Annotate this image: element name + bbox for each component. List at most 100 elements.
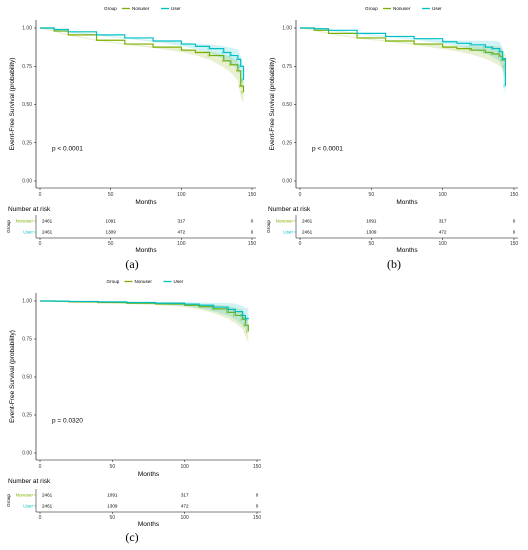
p-value-annotation: p = 0.0320 xyxy=(52,418,83,425)
y-tick-label: 0.25 xyxy=(282,140,292,146)
y-tick-label: 1.00 xyxy=(22,26,32,32)
risk-x-tick-label: 0 xyxy=(39,515,42,521)
risk-x-tick-label: 50 xyxy=(369,241,375,247)
risk-count: 2461 xyxy=(302,230,313,235)
legend-title: Group xyxy=(104,6,117,11)
legend-label-nonuser: Nonuser xyxy=(132,6,150,11)
p-value-annotation: p < 0.0001 xyxy=(52,145,83,152)
y-tick-label: 0.75 xyxy=(282,64,292,70)
y-tick-label: 0.00 xyxy=(22,179,32,185)
ci-band-user xyxy=(40,301,249,331)
y-tick-label: 0.50 xyxy=(22,375,32,381)
risk-count: 1091 xyxy=(106,219,117,224)
risk-x-tick-label: 100 xyxy=(177,241,186,247)
risk-x-axis-label: Months xyxy=(135,247,157,254)
x-axis-label: Months xyxy=(135,199,157,206)
y-tick-label: 0.25 xyxy=(22,140,32,146)
risk-table-ylabel: Group xyxy=(6,220,11,233)
risk-row-label-nonuser: Nonuser xyxy=(276,219,294,224)
legend-label-nonuser: Nonuser xyxy=(135,279,153,284)
risk-x-tick-label: 100 xyxy=(438,241,447,247)
risk-table-title: Number at risk xyxy=(8,206,51,213)
y-tick-label: 1.00 xyxy=(22,299,32,305)
x-tick-label: 50 xyxy=(110,464,116,470)
risk-table-ylabel: Group xyxy=(266,220,271,233)
survival-curve-user xyxy=(40,27,245,81)
risk-x-tick-label: 150 xyxy=(510,241,519,247)
legend: Group Nonuser User xyxy=(104,6,181,11)
chart-panel-1: Group Nonuser User 0.00 0.25 0.50 0.75 1.00 0 50 1… xyxy=(266,6,518,271)
risk-x-tick-label: 50 xyxy=(108,241,114,247)
risk-count: 2461 xyxy=(42,504,53,509)
risk-table-title: Number at risk xyxy=(268,206,311,213)
risk-count: 317 xyxy=(439,219,447,224)
survival-curve-nonuser xyxy=(40,27,245,93)
risk-row-label-user: User xyxy=(23,230,33,235)
risk-x-tick-label: 150 xyxy=(248,241,257,247)
x-tick-label: 0 xyxy=(39,464,42,470)
x-tick-label: 50 xyxy=(369,192,375,198)
risk-count: 2461 xyxy=(42,219,53,224)
y-tick-label: 0.50 xyxy=(282,102,292,108)
x-tick-label: 150 xyxy=(248,192,257,198)
risk-row-label-nonuser: Nonuser xyxy=(16,493,34,498)
risk-count: 472 xyxy=(439,230,447,235)
legend-label-user: User xyxy=(174,279,184,284)
risk-count: 0 xyxy=(256,493,259,498)
risk-x-tick-label: 0 xyxy=(299,241,302,247)
ci-band-user xyxy=(300,28,506,98)
x-axis-label: Months xyxy=(138,471,160,478)
legend: Group Nonuser User xyxy=(107,279,184,284)
risk-count: 0 xyxy=(256,504,259,509)
panel-label: (c) xyxy=(125,530,138,544)
y-tick-label: 0.75 xyxy=(22,64,32,70)
risk-count: 0 xyxy=(513,230,516,235)
legend-label-user: User xyxy=(171,6,181,11)
legend-label-user: User xyxy=(432,6,442,11)
y-tick-label: 0.25 xyxy=(22,413,32,419)
y-tick-label: 0.00 xyxy=(22,451,32,457)
risk-x-tick-label: 50 xyxy=(110,515,116,521)
risk-count: 0 xyxy=(513,219,516,224)
risk-count: 1309 xyxy=(106,230,117,235)
x-tick-label: 100 xyxy=(177,192,186,198)
y-tick-label: 0.75 xyxy=(22,337,32,343)
risk-x-axis-label: Months xyxy=(396,247,418,254)
legend: Group Nonuser User xyxy=(365,6,442,11)
x-tick-label: 0 xyxy=(299,192,302,198)
legend-title: Group xyxy=(107,279,120,284)
legend-title: Group xyxy=(365,6,378,11)
legend-label-nonuser: Nonuser xyxy=(393,6,411,11)
risk-x-tick-label: 150 xyxy=(253,515,262,521)
risk-count: 472 xyxy=(181,504,189,509)
risk-count: 0 xyxy=(251,219,254,224)
risk-count: 1091 xyxy=(366,219,377,224)
risk-x-tick-label: 0 xyxy=(39,241,42,247)
y-axis-label: Event-Free Survival (probability) xyxy=(9,330,16,423)
risk-count: 2461 xyxy=(42,493,53,498)
risk-count: 2461 xyxy=(302,219,313,224)
survival-curve-nonuser xyxy=(300,27,507,67)
panel-label: (b) xyxy=(387,257,401,271)
risk-x-tick-label: 100 xyxy=(180,515,189,521)
ci-band-nonuser xyxy=(300,28,506,78)
risk-count: 1309 xyxy=(366,230,377,235)
x-tick-label: 150 xyxy=(253,464,262,470)
risk-table-ylabel: Group xyxy=(6,494,11,507)
risk-count: 0 xyxy=(251,230,254,235)
risk-count: 317 xyxy=(177,219,185,224)
y-tick-label: 0.50 xyxy=(22,102,32,108)
x-axis-label: Months xyxy=(396,199,418,206)
survival-curve-user xyxy=(40,300,249,320)
y-axis-label: Event-Free Survival (probability) xyxy=(269,58,276,151)
x-tick-label: 100 xyxy=(438,192,447,198)
x-tick-label: 0 xyxy=(39,192,42,198)
y-axis-label: Event-Free Survival (probability) xyxy=(9,58,16,151)
x-tick-label: 100 xyxy=(180,464,189,470)
risk-table-title: Number at risk xyxy=(8,478,51,485)
survival-curve-user xyxy=(300,27,507,87)
chart-panel-0: Group Nonuser User 0.00 0.25 0.50 0.75 1.00 0 50 1… xyxy=(6,6,256,271)
y-tick-label: 1.00 xyxy=(282,26,292,32)
risk-count: 1309 xyxy=(107,504,118,509)
